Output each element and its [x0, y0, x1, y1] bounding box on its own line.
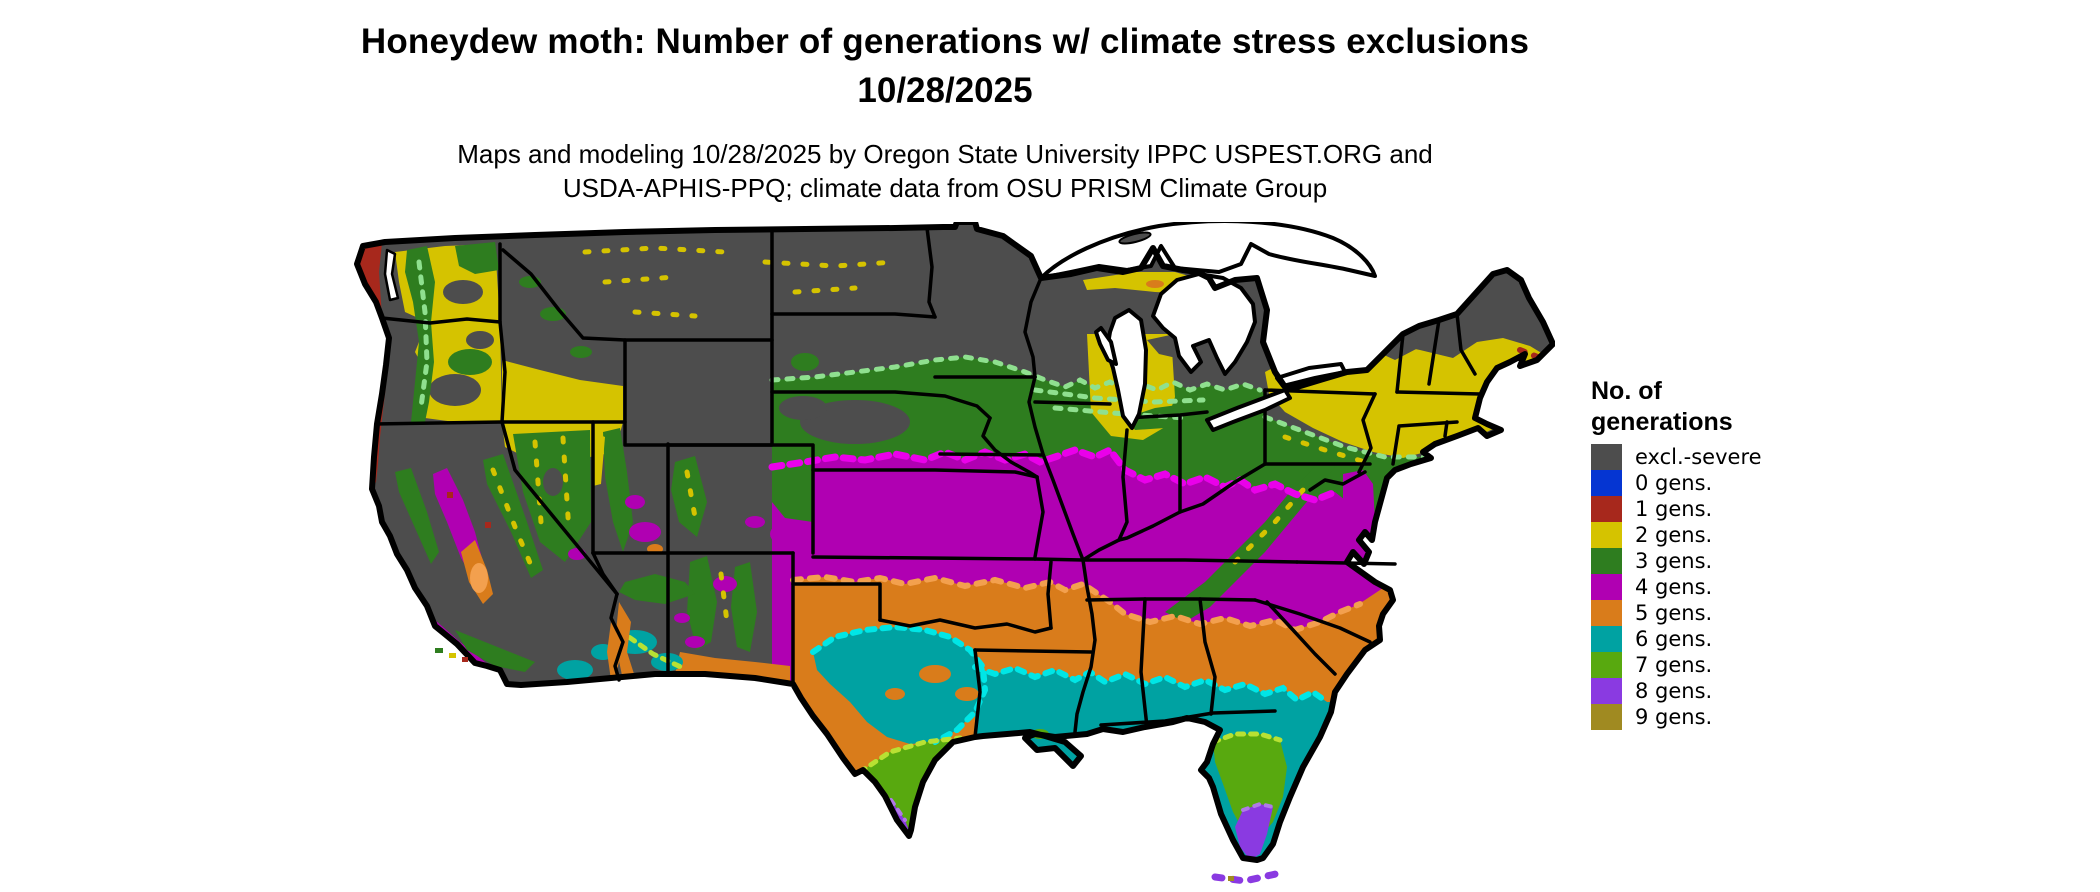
state-borders	[375, 226, 1482, 739]
legend-item-label: 5 gens.	[1635, 601, 1713, 625]
us-generations-map	[335, 222, 1555, 890]
legend-swatch	[1591, 444, 1622, 470]
legend-title-line1: No. of	[1591, 377, 1662, 405]
lake-superior	[1039, 222, 1377, 280]
legend-item: 7 gens.	[1591, 652, 1851, 678]
lake-erie	[1205, 388, 1292, 432]
legend-item-label: 9 gens.	[1635, 705, 1713, 729]
legend-swatch	[1591, 704, 1622, 730]
legend-item: 9 gens.	[1591, 704, 1851, 730]
conus-map-svg	[335, 222, 1555, 885]
legend-title: No. of generations	[1591, 376, 1851, 438]
legend-item-label: 6 gens.	[1635, 627, 1713, 651]
legend-item: 5 gens.	[1591, 600, 1851, 626]
puget-sound	[383, 248, 400, 302]
legend-items: excl.-severe 0 gens. 1 gens. 2 gens. 3 gens.…	[1591, 444, 1851, 730]
legend-swatch	[1591, 626, 1622, 652]
legend-item-label: 7 gens.	[1635, 653, 1713, 677]
legend-swatch	[1591, 470, 1622, 496]
legend-item-label: 8 gens.	[1635, 679, 1713, 703]
legend-item-label: 0 gens.	[1635, 471, 1713, 495]
legend-title-line2: generations	[1591, 408, 1733, 436]
great-lakes	[383, 222, 1377, 432]
legend-item-label: 4 gens.	[1635, 575, 1713, 599]
map-title-date: 10/28/2025	[857, 71, 1033, 110]
legend-swatch	[1591, 678, 1622, 704]
legend-swatch	[1591, 548, 1622, 574]
map-subtitle-line2: USDA-APHIS-PPQ; climate data from OSU PR…	[562, 173, 1328, 203]
green-bay	[1094, 326, 1118, 366]
legend-item-label: 2 gens.	[1635, 523, 1713, 547]
legend-swatch	[1591, 522, 1622, 548]
legend-swatch	[1591, 652, 1622, 678]
isle-royale	[1118, 231, 1152, 245]
legend: No. of generations excl.-severe 0 gens. 1 …	[1591, 376, 1851, 730]
legend-item: 2 gens.	[1591, 522, 1851, 548]
legend-item: 6 gens.	[1591, 626, 1851, 652]
islands	[435, 648, 1284, 885]
legend-item-label: excl.-severe	[1635, 445, 1762, 469]
header: Honeydew moth: Number of generations w/ …	[0, 0, 1890, 205]
legend-item: 8 gens.	[1591, 678, 1851, 704]
legend-item: 3 gens.	[1591, 548, 1851, 574]
map-title-line1: Honeydew moth: Number of generations w/ …	[360, 22, 1530, 61]
legend-item: 4 gens.	[1591, 574, 1851, 600]
legend-item: 1 gens.	[1591, 496, 1851, 522]
legend-item-label: 3 gens.	[1635, 549, 1713, 573]
map-subtitle: Maps and modeling 10/28/2025 by Oregon S…	[0, 137, 1890, 205]
map-subtitle-line1: Maps and modeling 10/28/2025 by Oregon S…	[457, 139, 1433, 169]
map-fill-layers	[357, 222, 1553, 860]
legend-item: excl.-severe	[1591, 444, 1851, 470]
legend-swatch	[1591, 496, 1622, 522]
legend-swatch	[1591, 600, 1622, 626]
legend-item: 0 gens.	[1591, 470, 1851, 496]
legend-item-label: 1 gens.	[1635, 497, 1713, 521]
legend-swatch	[1591, 574, 1622, 600]
